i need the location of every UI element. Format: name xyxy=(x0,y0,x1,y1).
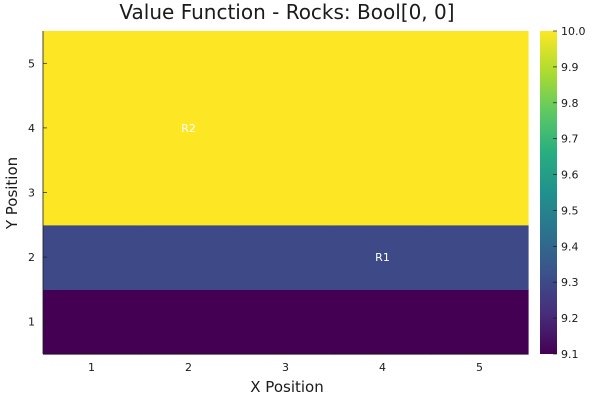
heatmap-cell xyxy=(43,160,141,226)
x-tick-label: 2 xyxy=(185,361,192,374)
heatmap-cell xyxy=(334,95,432,161)
x-tick-label: 1 xyxy=(88,361,95,374)
x-axis-label: X Position xyxy=(250,378,323,396)
y-tick-label: 1 xyxy=(28,316,35,329)
y-tick-label: 5 xyxy=(28,57,35,70)
heatmap-cell xyxy=(140,224,238,290)
y-tick-label: 4 xyxy=(28,122,35,135)
heatmap-cell xyxy=(334,160,432,226)
chart-title: Value Function - Rocks: Bool[0, 0] xyxy=(119,0,454,24)
y-axis-label: Y Position xyxy=(3,157,21,230)
colorbar-tick-label: 9.7 xyxy=(561,133,579,146)
heatmap-cell xyxy=(43,31,141,97)
colorbar xyxy=(540,31,557,354)
heatmap-cell xyxy=(237,31,335,97)
cell-annotation-label: R2 xyxy=(181,122,196,135)
heatmap-cell xyxy=(237,289,335,355)
heatmap-cells xyxy=(43,31,529,355)
heatmap-cell xyxy=(334,289,432,355)
heatmap-cell xyxy=(431,160,529,226)
colorbar-ticks: 9.1 9.2 9.3 9.4 9.5 9.6 9.7 9.8 9.9 10.0 xyxy=(553,25,586,361)
x-tick-label: 5 xyxy=(476,361,483,374)
y-tick-label: 2 xyxy=(28,251,35,264)
colorbar-tick-label: 9.4 xyxy=(561,240,579,253)
heatmap-cell xyxy=(43,289,141,355)
colorbar-tick-label: 9.1 xyxy=(561,348,579,361)
heatmap-cell xyxy=(237,95,335,161)
colorbar-tick-label: 9.9 xyxy=(561,61,579,74)
heatmap-cell xyxy=(334,31,432,97)
colorbar-tick-label: 10.0 xyxy=(561,25,586,38)
heatmap-cell xyxy=(237,160,335,226)
heatmap-cell xyxy=(334,224,432,290)
heatmap-cell xyxy=(43,224,141,290)
colorbar-tick-label: 9.3 xyxy=(561,276,579,289)
colorbar-tick-label: 9.6 xyxy=(561,169,579,182)
colorbar-tick-label: 9.2 xyxy=(561,312,579,325)
heatmap-cell xyxy=(431,31,529,97)
heatmap-cell xyxy=(140,31,238,97)
heatmap-cell xyxy=(431,224,529,290)
x-tick-label: 4 xyxy=(379,361,386,374)
colorbar-tick-label: 9.5 xyxy=(561,204,579,217)
cell-annotations: R1 R2 xyxy=(181,122,390,264)
heatmap-cell xyxy=(140,95,238,161)
heatmap-cell xyxy=(43,95,141,161)
colorbar-tick-label: 9.8 xyxy=(561,97,579,110)
y-tick-label: 3 xyxy=(28,187,35,200)
heatmap-cell xyxy=(431,289,529,355)
cell-annotation-label: R1 xyxy=(375,251,390,264)
x-axis-ticks: 1 2 3 4 5 xyxy=(88,350,483,374)
heatmap-cell xyxy=(237,224,335,290)
heatmap-cell xyxy=(431,95,529,161)
heatmap-cell xyxy=(140,160,238,226)
heatmap-cell xyxy=(140,289,238,355)
x-tick-label: 3 xyxy=(282,361,289,374)
y-axis-ticks: 1 2 3 4 5 xyxy=(28,57,47,329)
